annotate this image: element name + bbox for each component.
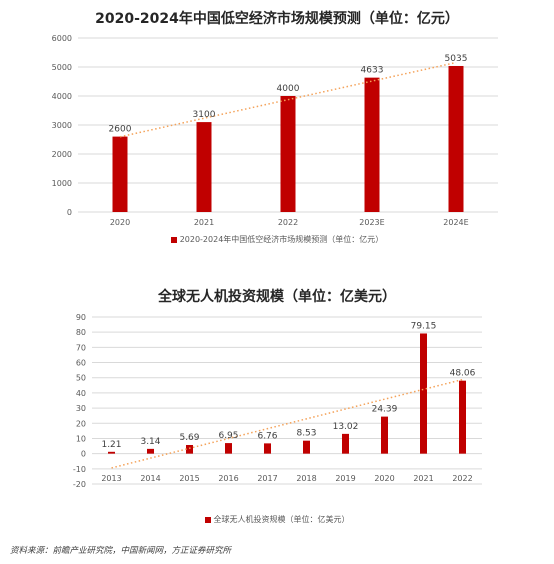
data-label: 6.95: [218, 431, 238, 441]
y-tick-label: 4000: [52, 92, 72, 101]
x-tick-label: 2014: [140, 474, 160, 483]
y-tick-label: 60: [76, 359, 86, 368]
y-tick-label: 10: [76, 434, 86, 443]
bar: [303, 440, 310, 454]
legend-swatch: [204, 516, 211, 523]
bar: [420, 333, 427, 454]
data-label: 48.06: [450, 369, 476, 379]
x-tick-label: 2021: [413, 474, 433, 483]
y-tick-label: 3000: [52, 121, 72, 130]
y-tick-label: 1000: [52, 179, 72, 188]
bar: [147, 448, 154, 454]
x-tick-label: 2013: [101, 474, 121, 483]
y-tick-label: -20: [73, 480, 86, 489]
x-tick-label: 2020: [110, 218, 130, 227]
source-note: 资料来源：前瞻产业研究院，中国新闻网，方正证券研究所: [10, 546, 232, 556]
y-tick-label: 6000: [52, 34, 72, 43]
market-size-plot: 0 1000 2000 3000 4000 5000 6000 2600 3100 4000 463…: [52, 34, 498, 227]
y-tick-label: 0: [81, 450, 86, 459]
y-tick-label: 50: [76, 374, 86, 383]
bar: [448, 65, 464, 212]
data-label: 5.69: [179, 433, 199, 443]
data-label: 6.76: [257, 431, 277, 441]
bar: [342, 433, 349, 454]
data-label: 1.21: [101, 440, 121, 450]
y-tick-label: -10: [73, 465, 86, 474]
data-label: 13.02: [333, 422, 359, 432]
data-label: 8.53: [296, 429, 316, 439]
bar: [112, 136, 128, 212]
data-label: 4000: [277, 84, 300, 94]
y-tick-label: 70: [76, 343, 86, 352]
x-tick-label: 2016: [218, 474, 238, 483]
bar: [364, 77, 380, 212]
bar: [459, 380, 466, 454]
y-tick-label: 80: [76, 328, 86, 337]
y-tick-label: 5000: [52, 63, 72, 72]
x-tick-label: 2023E: [359, 218, 384, 227]
bar: [264, 443, 271, 454]
y-tick-label: 30: [76, 404, 86, 413]
bar: [381, 416, 388, 454]
x-tick-label: 2015: [179, 474, 199, 483]
market-size-chart: 2020-2024年中国低空经济市场规模预测（单位：亿元） 0 1000 2000 3…: [0, 0, 554, 262]
data-label: 2600: [109, 125, 132, 135]
data-label: 4633: [361, 66, 384, 76]
chart-legend: 2020-2024年中国低空经济市场规模预测（单位：亿元）: [0, 234, 554, 245]
data-label: 3.14: [140, 437, 160, 447]
chart-title: 全球无人机投资规模（单位：亿美元）: [158, 289, 396, 305]
data-label: 3100: [193, 110, 216, 120]
y-tick-label: 20: [76, 419, 86, 428]
x-tick-label: 2019: [335, 474, 355, 483]
x-tick-label: 2020: [374, 474, 394, 483]
bar: [196, 122, 212, 212]
chart-title: 2020-2024年中国低空经济市场规模预测（单位：亿元）: [95, 11, 459, 27]
legend-label: 2020-2024年中国低空经济市场规模预测（单位：亿元）: [179, 235, 384, 244]
trendline: [111, 378, 463, 469]
chart-legend: 全球无人机投资规模（单位：亿美元）: [0, 514, 554, 525]
data-label: 5035: [445, 54, 468, 64]
legend-label: 全球无人机投资规模（单位：亿美元）: [213, 515, 350, 524]
bar: [108, 451, 115, 454]
bar: [186, 444, 193, 454]
x-tick-label: 2021: [194, 218, 214, 227]
y-tick-label: 0: [67, 208, 72, 217]
legend-swatch: [170, 236, 177, 243]
drone-investment-chart: 全球无人机投资规模（单位：亿美元） -20 -10 0 10 20 30 40 50 60 70 8…: [0, 262, 554, 538]
data-label: 24.39: [372, 405, 398, 415]
trendline: [119, 61, 457, 138]
drone-investment-plot: -20 -10 0 10 20 30 40 50 60 70 80 90 1.21 3.14 5.69 6.9…: [73, 313, 482, 489]
x-tick-label: 2024E: [443, 218, 468, 227]
bar: [225, 443, 232, 454]
bar: [280, 96, 296, 212]
y-tick-label: 40: [76, 389, 86, 398]
x-tick-label: 2022: [278, 218, 298, 227]
x-tick-label: 2022: [452, 474, 472, 483]
x-tick-label: 2018: [296, 474, 316, 483]
data-label: 79.15: [411, 321, 437, 331]
x-tick-label: 2017: [257, 474, 277, 483]
y-tick-label: 2000: [52, 150, 72, 159]
y-tick-label: 90: [76, 313, 86, 322]
